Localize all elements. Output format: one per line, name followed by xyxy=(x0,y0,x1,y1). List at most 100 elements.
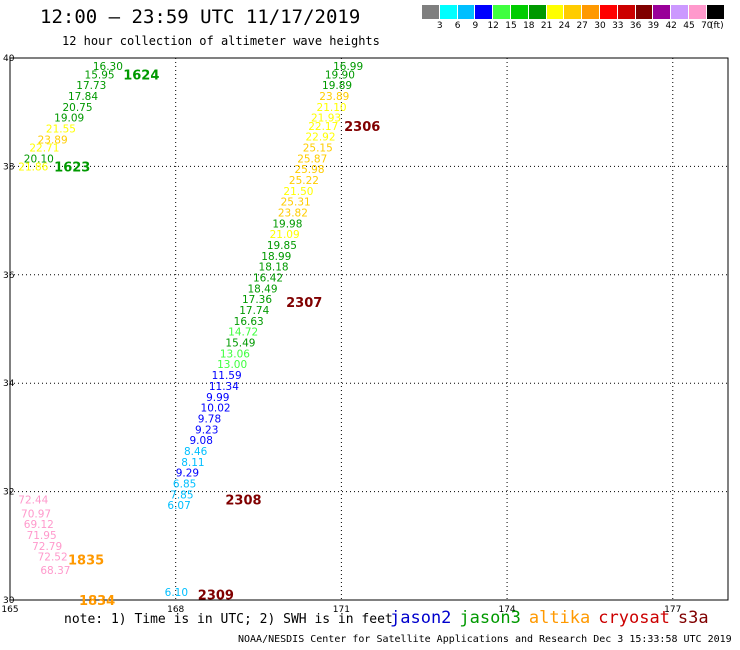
swh-value-label: 19.98 xyxy=(272,218,302,230)
color-swatch xyxy=(582,5,600,19)
swh-value-label: 9.08 xyxy=(190,435,213,447)
swh-value-label: 19.90 xyxy=(325,69,355,81)
swh-value-label: 6.85 xyxy=(173,478,196,490)
color-scale-label: 27 xyxy=(576,21,588,31)
swh-value-label: 21.50 xyxy=(283,186,313,198)
latitude-tick-label: 38 xyxy=(3,162,15,172)
color-scale-label: 21 xyxy=(540,21,553,31)
latitude-tick-label: 32 xyxy=(3,488,14,498)
swh-value-label: 25.22 xyxy=(289,175,319,187)
latitude-tick-label: 36 xyxy=(3,271,15,281)
swh-value-label: 23.89 xyxy=(319,91,349,103)
swh-value-label: 25.87 xyxy=(297,153,327,165)
swh-value-label: 11.59 xyxy=(212,370,242,382)
swh-value-label: 11.34 xyxy=(209,381,239,393)
swh-value-label: 6.10 xyxy=(165,587,188,599)
color-swatch xyxy=(617,5,636,19)
map-frame xyxy=(9,57,729,601)
swh-value-label: 9.29 xyxy=(176,468,199,480)
swh-value-label: 13.06 xyxy=(220,348,250,360)
legend-satellite-jason2: jason2 xyxy=(390,608,452,628)
time-labels: 1624 1623 2306 2307 2308 2309 1835 1834 xyxy=(54,68,380,609)
swh-value-label: 8.11 xyxy=(181,457,204,469)
swh-value-label: 21.86 xyxy=(18,161,48,173)
color-swatch xyxy=(457,5,476,19)
swh-value-label: 72.79 xyxy=(32,541,62,553)
swh-value-label: 23.89 xyxy=(38,134,68,146)
longitude-tick-label: 168 xyxy=(167,605,184,615)
swh-value-label: 17.36 xyxy=(242,294,272,306)
swh-value-label: 16.99 xyxy=(333,61,363,73)
swh-value-label: 25.15 xyxy=(303,142,333,154)
legend-note: note: 1) Time is in UTC; 2) SWH is in fe… xyxy=(64,612,393,627)
swh-value-label: 19.85 xyxy=(267,240,297,252)
swh-value-label: 68.37 xyxy=(40,565,70,577)
swh-value-label: 17.84 xyxy=(68,91,98,103)
color-scale-label: 24 xyxy=(558,21,571,31)
legend-satellite-jason3: jason3 xyxy=(459,608,521,628)
legend-satellite-altika: altika xyxy=(528,608,591,628)
color-scale-unit: (ft) xyxy=(710,21,724,31)
swh-value-label: 16.63 xyxy=(234,316,264,328)
page-subtitle: 12 hour collection of altimeter wave hei… xyxy=(62,34,380,48)
satellite-legend: jason2 jason3 altika cryosat s3a xyxy=(390,608,717,628)
color-swatch xyxy=(528,5,547,19)
pass-time-label: 2306 xyxy=(344,120,380,135)
swh-value-label: 19.09 xyxy=(54,113,84,125)
color-scale-label: 15 xyxy=(505,21,517,31)
swh-value-label: 21.93 xyxy=(311,113,341,125)
swh-value-label: 18.99 xyxy=(261,251,291,263)
swh-value-label: 7.85 xyxy=(170,489,193,501)
swh-value-label: 18.18 xyxy=(259,262,289,274)
color-swatch xyxy=(653,5,672,19)
pass-time-label: 2308 xyxy=(225,494,261,509)
swh-value-label: 21.55 xyxy=(46,123,76,135)
latitude-tick-label: 40 xyxy=(3,54,15,64)
map-axis-labels: 165 168 171 174 177 40 38 36 34 32 30 xyxy=(1,54,681,615)
color-scale-bar xyxy=(422,5,725,19)
swh-value-label: 22.71 xyxy=(29,142,59,154)
longitude-tick-label: 174 xyxy=(498,605,515,615)
swh-value-label: 22.92 xyxy=(305,132,335,144)
swh-value-label: 17.74 xyxy=(239,305,269,317)
color-swatch xyxy=(493,5,511,19)
legend-satellite-cryosat: cryosat xyxy=(598,608,670,628)
pass-time-label: 1834 xyxy=(79,594,115,609)
credit-line: NOAA/NESDIS Center for Satellite Applica… xyxy=(238,634,732,645)
color-swatch xyxy=(564,5,583,19)
pass-time-label: 1624 xyxy=(123,68,159,83)
swh-value-label: 21.09 xyxy=(270,229,300,241)
color-scale-label: 9 xyxy=(472,21,479,31)
swh-value-label: 18.49 xyxy=(247,283,277,295)
longitude-tick-label: 171 xyxy=(333,605,350,615)
swh-value-label: 10.02 xyxy=(201,403,231,415)
swh-value-label: 72.44 xyxy=(18,495,48,507)
color-swatch xyxy=(510,5,529,19)
swh-value-label: 9.78 xyxy=(198,413,221,425)
swh-value-label: 20.75 xyxy=(62,102,92,114)
swh-value-label: 71.95 xyxy=(27,530,57,542)
color-swatch xyxy=(439,5,458,19)
swh-value-label: 22.17 xyxy=(308,121,338,133)
swh-value-label: 6.07 xyxy=(167,500,190,512)
color-swatch xyxy=(706,5,725,19)
color-scale-label: 3 xyxy=(436,21,443,31)
color-scale-label: 36 xyxy=(629,21,642,31)
color-scale-label: 12 xyxy=(487,21,499,31)
swh-value-label: 21.10 xyxy=(317,102,347,114)
color-swatch xyxy=(635,5,654,19)
legend-satellite-s3a: s3a xyxy=(677,608,709,628)
swh-value-label: 19.89 xyxy=(322,80,352,92)
swh-observations: 16.3015.9517.7317.8420.7519.0921.5523.89… xyxy=(18,61,363,599)
color-swatch xyxy=(671,5,689,19)
swh-value-label: 25.98 xyxy=(294,164,324,176)
swh-value-label: 15.95 xyxy=(85,69,115,81)
swh-value-label: 17.73 xyxy=(76,80,106,92)
swh-value-label: 23.82 xyxy=(278,207,308,219)
swh-value-label: 20.10 xyxy=(24,153,54,165)
swh-value-label: 70.97 xyxy=(21,508,51,520)
color-scale-label: 39 xyxy=(647,21,660,31)
pass-time-label: 1835 xyxy=(68,553,104,568)
color-swatch xyxy=(599,5,618,19)
